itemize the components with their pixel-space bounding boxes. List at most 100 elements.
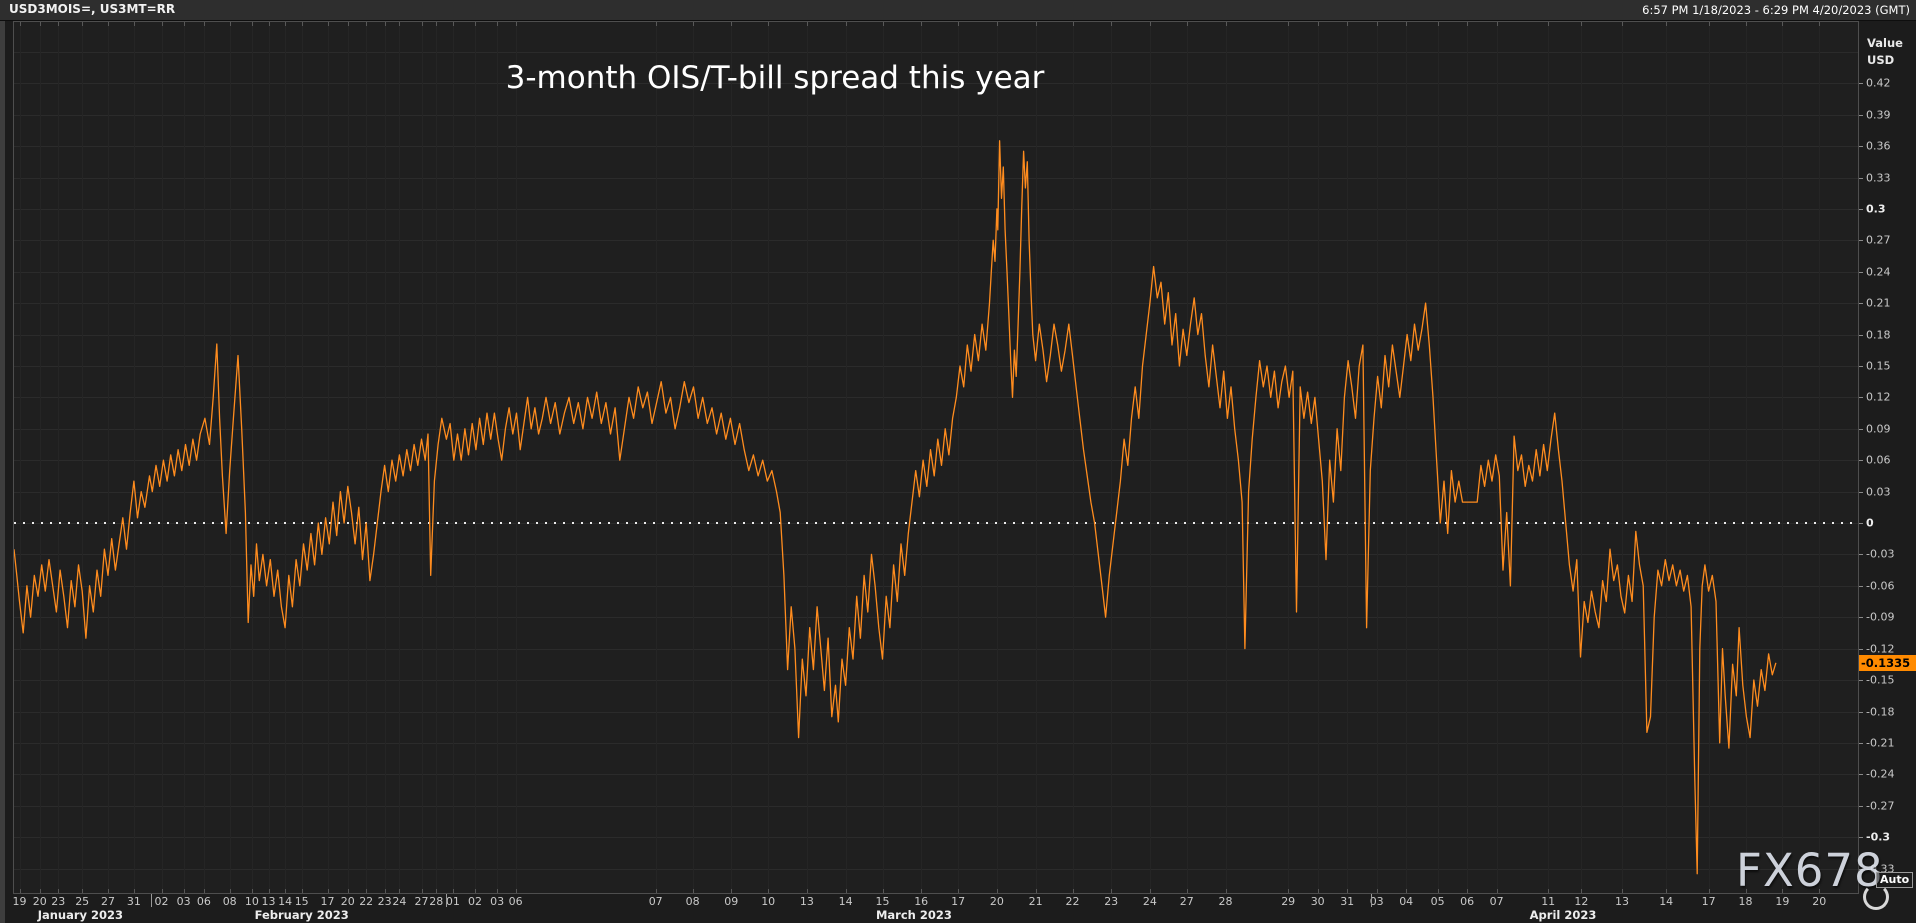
x-minor-tick-bottom [452, 889, 454, 893]
x-minor-tick-top [1819, 22, 1821, 26]
x-minor-tick-bottom [1288, 889, 1290, 893]
x-date-label: 10 [761, 895, 776, 908]
x-date-label: 08 [222, 895, 237, 908]
x-minor-tick-bottom [958, 889, 960, 893]
y-tick-label: 0.36 [1866, 139, 1891, 153]
y-tick-label: 0 [1866, 516, 1874, 530]
auto-scale-button[interactable]: Auto [1876, 872, 1914, 888]
x-minor-tick-top [475, 22, 476, 26]
x-date-label: 30 [1310, 895, 1325, 908]
window-left-edge [0, 20, 5, 923]
h-gridline [14, 334, 1858, 336]
x-minor-tick-top [183, 22, 185, 26]
x-date-label: 15 [294, 895, 309, 908]
chart-plot-area[interactable]: 3-month OIS/T-bill spread this year [14, 22, 1858, 893]
h-gridline [14, 868, 1858, 870]
v-gridline [1708, 22, 1710, 893]
x-date-label: 09 [724, 895, 739, 908]
v-gridline [384, 22, 386, 893]
x-minor-tick-bottom [1225, 889, 1227, 893]
y-tick-mark [1859, 366, 1863, 367]
h-gridline [14, 491, 1858, 493]
y-tick-label: -0.27 [1866, 799, 1895, 813]
y-tick-mark [1859, 554, 1863, 556]
y-tick-label: 0.27 [1866, 233, 1891, 247]
y-tick-label: -0.3 [1866, 830, 1891, 844]
x-minor-tick-bottom [475, 889, 476, 893]
x-minor-tick-bottom [183, 889, 185, 893]
x-date-label: 23 [1104, 895, 1119, 908]
value-axis-unit-label: Value [1867, 36, 1903, 50]
v-gridline [806, 22, 808, 893]
v-gridline [1467, 22, 1469, 893]
y-tick-label: 0.33 [1866, 171, 1891, 184]
h-gridline [14, 271, 1858, 273]
y-tick-label: -0.03 [1866, 547, 1895, 561]
x-date-label: 29 [1281, 895, 1296, 908]
y-tick-label: 0.21 [1866, 296, 1891, 310]
y-tick-mark [1859, 742, 1863, 744]
x-minor-tick-bottom [806, 889, 808, 893]
x-minor-tick-top [421, 22, 423, 26]
refresh-circle-icon[interactable] [1863, 884, 1889, 910]
x-minor-tick-bottom [1548, 889, 1550, 893]
x-date-label: 03 [490, 895, 505, 908]
x-date-label: 31 [126, 895, 141, 908]
h-gridline [14, 680, 1858, 681]
x-minor-tick-top [327, 22, 329, 26]
x-date-label: 24 [1142, 895, 1157, 908]
x-minor-tick-bottom [1708, 889, 1710, 893]
x-minor-tick-bottom [268, 889, 270, 893]
x-month-label: February 2023 [254, 908, 349, 922]
x-minor-tick-top [655, 22, 657, 26]
instrument-codes: USD3MOIS=, US3MT=RR [9, 2, 176, 16]
x-minor-tick-top [768, 22, 770, 26]
x-date-label: 25 [75, 895, 90, 908]
x-minor-tick-bottom [1819, 889, 1821, 893]
y-tick-mark [1859, 303, 1863, 305]
v-gridline [133, 22, 135, 893]
last-price-badge: -0.1335 [1859, 654, 1916, 671]
x-minor-tick-top [1347, 22, 1349, 26]
x-minor-tick-top [347, 22, 349, 26]
v-gridline [692, 22, 694, 893]
h-gridline [14, 711, 1858, 713]
x-date-label: 06 [196, 895, 211, 908]
v-gridline [845, 22, 847, 893]
v-gridline [1666, 22, 1668, 893]
x-date-label: 11 [1541, 895, 1556, 908]
x-minor-tick-bottom [845, 889, 847, 893]
value-axis[interactable]: Value USD -0.1335 0.42 0.39 0.36 0.33 0.3 0.2… [1859, 22, 1916, 893]
month-separator-tick [446, 894, 448, 907]
fx678-watermark: FX678 [1736, 844, 1884, 897]
y-tick-label: 0.18 [1866, 328, 1891, 341]
x-minor-tick-top [133, 22, 135, 26]
v-gridline [203, 22, 205, 893]
x-date-label: 02 [468, 895, 482, 908]
v-gridline [1496, 22, 1498, 893]
y-tick-mark [1859, 240, 1863, 242]
x-minor-tick-bottom [1496, 889, 1498, 893]
y-tick-mark [1859, 868, 1863, 870]
v-gridline [19, 22, 21, 893]
y-tick-label: -0.09 [1866, 610, 1895, 624]
y-tick-mark [1859, 617, 1863, 619]
x-minor-tick-bottom [1376, 889, 1378, 893]
h-gridline [14, 83, 1858, 85]
time-axis[interactable]: 19 20 23 25 27 31 02 03 06 08 10 13 14 15 17 20 22 23 24 27… [12, 894, 1858, 923]
h-gridline [14, 648, 1858, 650]
v-gridline [1622, 22, 1623, 893]
v-gridline [268, 22, 270, 893]
x-date-label: 21 [1028, 895, 1043, 908]
v-gridline [996, 22, 998, 893]
x-minor-tick-top [1745, 22, 1747, 26]
x-date-label: 14 [1659, 895, 1674, 908]
x-date-label: 06 [1460, 895, 1475, 908]
x-date-label: 19 [12, 895, 27, 908]
h-gridline [14, 208, 1858, 210]
x-minor-tick-top [1225, 22, 1227, 26]
h-gridline [14, 146, 1858, 148]
spread-line-chart[interactable] [14, 22, 1858, 893]
x-minor-tick-bottom [399, 889, 401, 893]
